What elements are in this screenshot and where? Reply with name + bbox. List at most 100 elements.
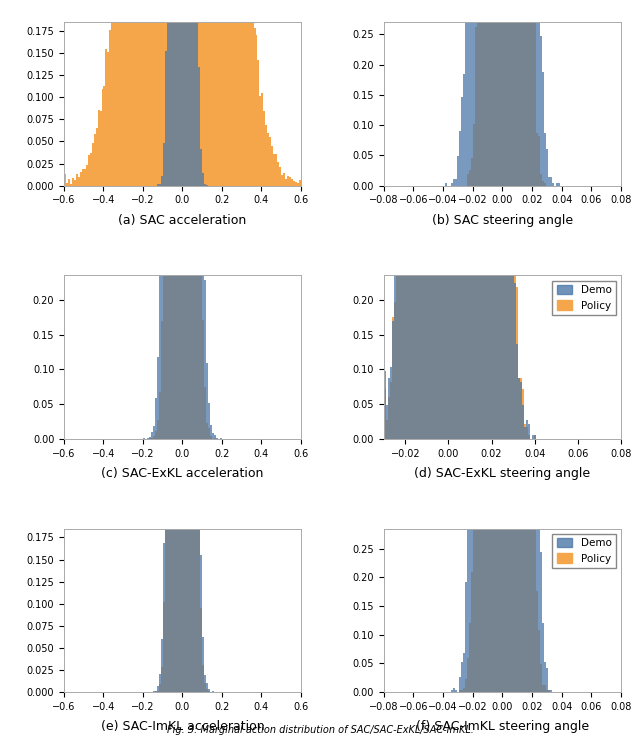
Bar <box>461 97 463 186</box>
Bar <box>399 0 402 439</box>
Bar <box>163 542 164 692</box>
Bar <box>164 359 166 692</box>
Bar <box>279 167 281 186</box>
Bar <box>514 0 516 692</box>
Bar <box>538 629 540 692</box>
Bar <box>443 0 445 439</box>
Bar <box>68 179 70 186</box>
Bar <box>512 0 514 186</box>
Bar <box>512 246 514 439</box>
Bar <box>173 0 175 186</box>
Bar <box>271 146 273 186</box>
Bar <box>419 0 421 439</box>
Bar <box>500 0 502 439</box>
Bar <box>299 180 301 186</box>
Bar <box>510 143 512 439</box>
Bar <box>499 0 500 186</box>
Bar <box>486 0 488 692</box>
Bar <box>465 0 467 186</box>
Bar <box>145 0 147 186</box>
Bar <box>97 109 100 186</box>
Bar <box>506 0 508 186</box>
Bar <box>443 0 445 439</box>
Bar <box>528 0 530 692</box>
Bar <box>475 0 477 439</box>
Bar <box>534 435 536 439</box>
Bar <box>467 174 468 186</box>
Bar <box>473 124 475 186</box>
Bar <box>471 158 473 186</box>
Bar <box>506 0 508 439</box>
Bar <box>428 0 429 439</box>
Bar <box>441 0 443 439</box>
Bar <box>534 516 536 692</box>
Bar <box>76 173 78 186</box>
Bar <box>504 0 506 186</box>
Bar <box>497 0 499 186</box>
Bar <box>508 0 510 186</box>
Bar <box>475 0 477 186</box>
Bar <box>426 0 428 439</box>
Bar <box>447 0 449 439</box>
Bar <box>516 287 518 439</box>
Bar <box>510 0 512 186</box>
Bar <box>488 0 490 692</box>
Bar <box>198 0 200 186</box>
Bar <box>542 72 544 186</box>
Bar <box>468 0 471 186</box>
Bar <box>524 427 526 439</box>
Bar <box>155 691 157 692</box>
X-axis label: (a) SAC acceleration: (a) SAC acceleration <box>118 214 246 227</box>
Bar <box>413 0 415 439</box>
Bar <box>532 0 534 692</box>
Bar <box>421 0 423 439</box>
Bar <box>384 390 386 439</box>
Bar <box>117 0 119 186</box>
Bar <box>193 0 195 439</box>
Bar <box>171 0 173 439</box>
Bar <box>508 0 510 186</box>
Bar <box>488 0 490 439</box>
Bar <box>182 0 184 439</box>
Bar <box>155 691 157 692</box>
Bar <box>522 0 524 186</box>
Bar <box>538 135 540 186</box>
Bar <box>253 28 255 186</box>
Bar <box>459 131 461 186</box>
Bar <box>483 0 484 439</box>
Bar <box>532 435 534 439</box>
Bar <box>514 260 516 439</box>
Bar <box>275 154 277 186</box>
Bar <box>104 86 106 186</box>
Bar <box>433 0 435 439</box>
Bar <box>169 0 171 186</box>
Bar <box>492 0 495 186</box>
Bar <box>164 470 166 692</box>
Bar <box>289 177 291 186</box>
Bar <box>475 27 477 186</box>
Bar <box>518 0 520 186</box>
Bar <box>190 0 193 439</box>
Bar <box>166 0 169 439</box>
Bar <box>109 30 111 186</box>
Bar <box>506 0 508 186</box>
Bar <box>200 554 202 692</box>
Bar <box>490 0 492 186</box>
Bar <box>206 423 208 439</box>
Bar <box>516 0 518 186</box>
Bar <box>212 0 214 186</box>
Bar <box>180 0 182 439</box>
Bar <box>508 0 510 439</box>
Bar <box>204 280 206 439</box>
Bar <box>106 49 108 186</box>
Bar <box>546 668 548 692</box>
Bar <box>492 0 495 186</box>
Bar <box>180 0 182 692</box>
Bar <box>402 0 404 439</box>
Bar <box>506 0 508 439</box>
Bar <box>428 0 429 439</box>
Bar <box>532 0 534 186</box>
Bar <box>200 191 202 439</box>
Bar <box>484 0 486 186</box>
Bar <box>459 690 461 692</box>
